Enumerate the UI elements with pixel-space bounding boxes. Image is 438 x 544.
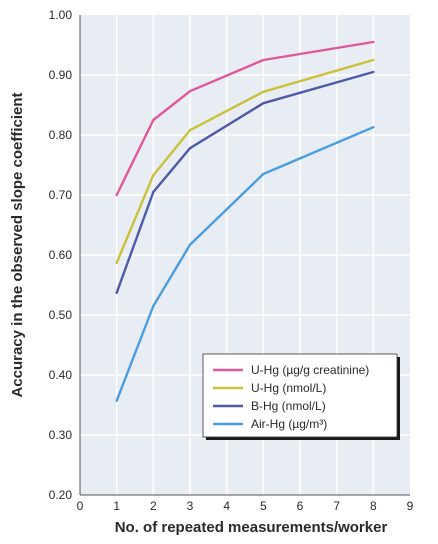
x-tick-label: 7 — [333, 499, 340, 513]
legend-box — [202, 353, 398, 438]
y-tick-label: 0.20 — [49, 488, 73, 502]
x-tick-label: 4 — [223, 499, 230, 513]
x-tick-label: 8 — [370, 499, 377, 513]
y-tick-label: 0.70 — [49, 188, 73, 202]
x-tick-label: 2 — [150, 499, 157, 513]
x-tick-label: 5 — [260, 499, 267, 513]
y-tick-label: 0.90 — [49, 68, 73, 82]
y-axis-title: Accuracy in the observed slope coefficie… — [9, 92, 26, 397]
y-tick-label: 0.60 — [49, 248, 73, 262]
x-tick-label: 3 — [187, 499, 194, 513]
y-tick-label: 0.50 — [49, 308, 73, 322]
y-tick-label: 1.00 — [49, 8, 73, 22]
x-axis-title: No. of repeated measurements/worker — [115, 519, 388, 536]
x-tick-label: 0 — [77, 499, 84, 513]
legend-label-3: B-Hg (nmol/L) — [251, 399, 326, 413]
x-tick-label: 1 — [113, 499, 120, 513]
y-tick-label: 0.40 — [49, 368, 73, 382]
series-line-1 — [115, 40, 375, 197]
x-tick-label: 9 — [407, 499, 414, 513]
series-line-2 — [115, 58, 375, 264]
legend-label-4: Air-Hg (µg/m³) — [251, 417, 327, 431]
x-tick-label: 6 — [297, 499, 304, 513]
y-tick-label: 0.80 — [49, 128, 73, 142]
legend-label-2: U-Hg (nmol/L) — [251, 381, 326, 395]
y-tick-label: 0.30 — [49, 428, 73, 442]
legend-label-1: U-Hg (µg/g creatinine) — [251, 363, 369, 377]
series-line-3 — [115, 70, 375, 294]
series-line-4 — [115, 125, 375, 402]
